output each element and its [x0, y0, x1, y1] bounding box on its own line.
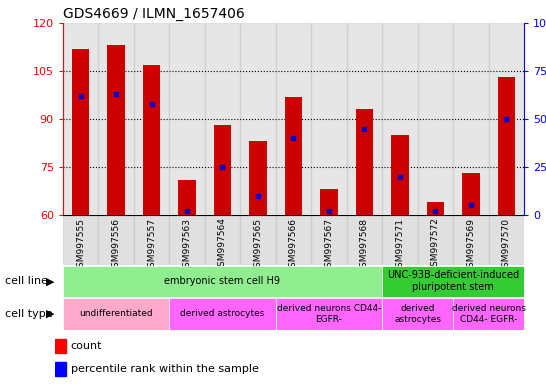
Bar	[205, 23, 240, 215]
Text: derived neurons CD44-
EGFR-: derived neurons CD44- EGFR-	[277, 304, 381, 324]
Bar	[311, 215, 347, 265]
Text: GSM997556: GSM997556	[111, 217, 121, 273]
Text: GSM997572: GSM997572	[431, 217, 440, 272]
Text: derived
astrocytes: derived astrocytes	[394, 304, 441, 324]
Bar	[98, 215, 134, 265]
Text: GSM997555: GSM997555	[76, 217, 85, 273]
Bar	[355, 109, 373, 215]
Bar	[497, 78, 515, 215]
Bar	[453, 23, 489, 215]
Bar	[55, 362, 66, 376]
Text: cell type: cell type	[5, 309, 53, 319]
Bar	[55, 339, 66, 353]
Bar	[72, 49, 90, 215]
Bar	[426, 202, 444, 215]
Bar	[382, 298, 453, 329]
Bar	[347, 215, 382, 265]
Bar	[178, 180, 196, 215]
Bar	[418, 215, 453, 265]
Bar	[240, 215, 276, 265]
Text: embryonic stem cell H9: embryonic stem cell H9	[164, 276, 281, 286]
Text: GSM997564: GSM997564	[218, 217, 227, 272]
Bar	[169, 215, 205, 265]
Bar	[276, 23, 311, 215]
Bar	[382, 23, 418, 215]
Bar	[284, 97, 302, 215]
Bar	[134, 215, 169, 265]
Text: GSM997565: GSM997565	[253, 217, 263, 273]
Bar	[205, 215, 240, 265]
Bar	[347, 23, 382, 215]
Bar	[240, 23, 276, 215]
Text: GSM997557: GSM997557	[147, 217, 156, 273]
Bar	[63, 23, 98, 215]
Bar	[276, 298, 382, 329]
Bar	[418, 23, 453, 215]
Text: GSM997571: GSM997571	[395, 217, 405, 273]
Text: ▶: ▶	[46, 276, 55, 286]
Bar	[382, 266, 524, 297]
Text: GSM997567: GSM997567	[324, 217, 334, 273]
Bar	[63, 266, 382, 297]
Text: UNC-93B-deficient-induced
pluripotent stem: UNC-93B-deficient-induced pluripotent st…	[387, 270, 519, 292]
Bar	[462, 174, 480, 215]
Text: derived neurons
CD44- EGFR-: derived neurons CD44- EGFR-	[452, 304, 526, 324]
Text: GSM997563: GSM997563	[182, 217, 192, 273]
Text: GSM997568: GSM997568	[360, 217, 369, 273]
Bar	[63, 215, 98, 265]
Bar	[453, 215, 489, 265]
Bar	[169, 23, 205, 215]
Bar	[382, 215, 418, 265]
Bar	[391, 135, 409, 215]
Text: GSM997570: GSM997570	[502, 217, 511, 273]
Bar	[213, 126, 232, 215]
Bar	[311, 23, 347, 215]
Text: GDS4669 / ILMN_1657406: GDS4669 / ILMN_1657406	[63, 7, 245, 21]
Text: ▶: ▶	[46, 309, 55, 319]
Bar	[489, 215, 524, 265]
Text: count: count	[71, 341, 102, 351]
Bar	[169, 298, 276, 329]
Bar	[134, 23, 169, 215]
Bar	[249, 141, 267, 215]
Bar	[453, 298, 524, 329]
Bar	[107, 45, 125, 215]
Text: undifferentiated: undifferentiated	[79, 310, 153, 318]
Bar	[489, 23, 524, 215]
Text: GSM997569: GSM997569	[466, 217, 476, 273]
Text: GSM997566: GSM997566	[289, 217, 298, 273]
Bar	[320, 189, 338, 215]
Bar	[143, 65, 161, 215]
Bar	[63, 298, 169, 329]
Text: cell line: cell line	[5, 276, 49, 286]
Bar	[276, 215, 311, 265]
Text: derived astrocytes: derived astrocytes	[180, 310, 265, 318]
Text: percentile rank within the sample: percentile rank within the sample	[71, 364, 259, 374]
Bar	[98, 23, 134, 215]
